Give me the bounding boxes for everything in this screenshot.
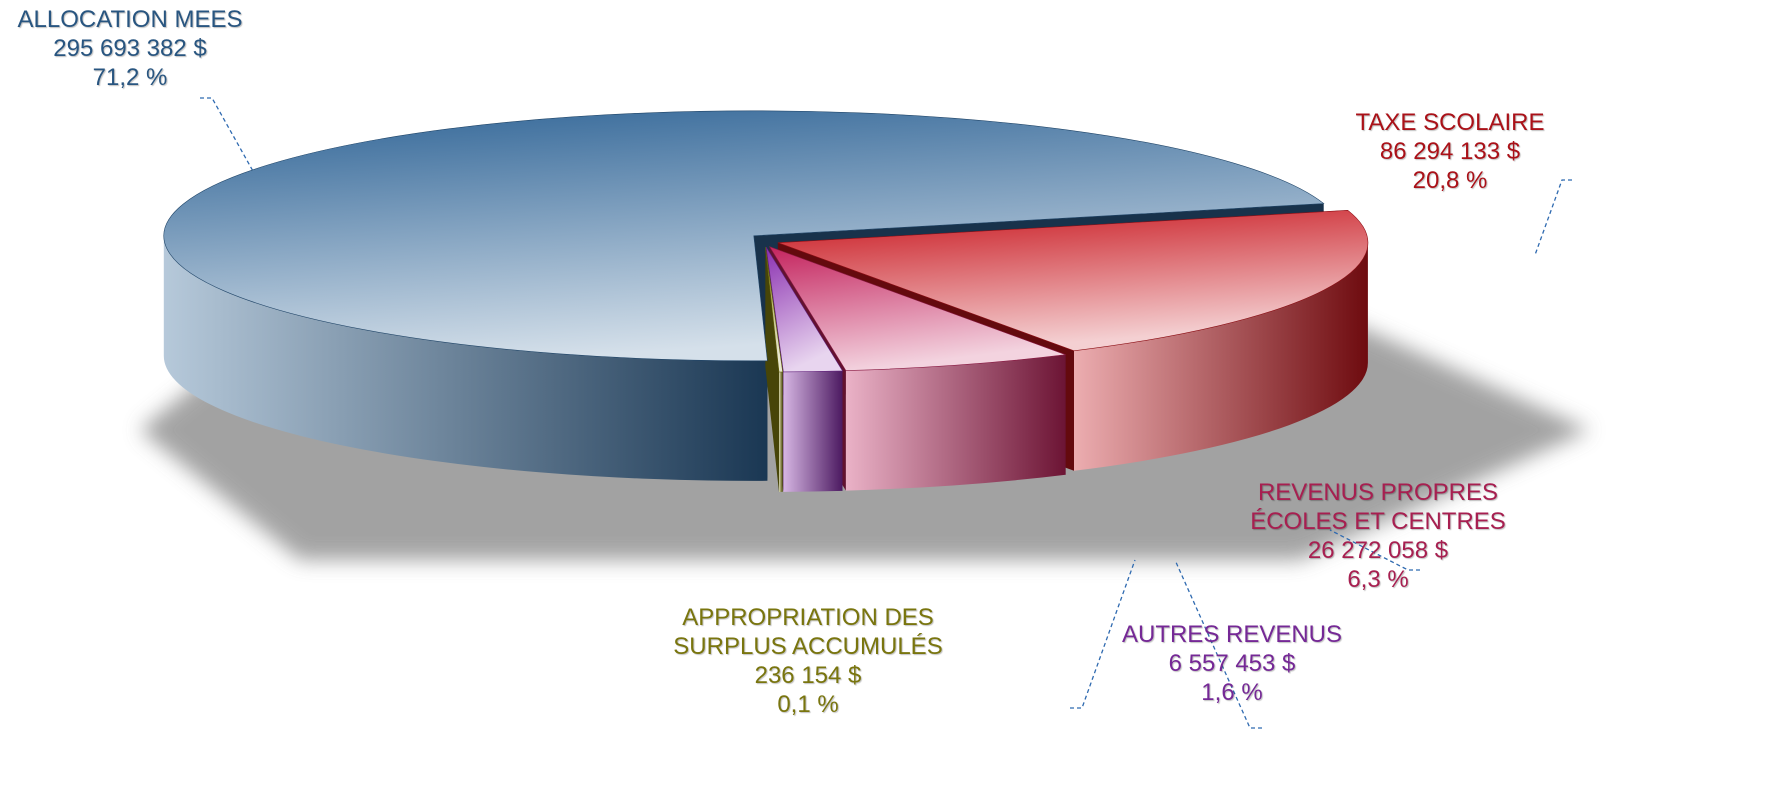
slice-side: [1074, 242, 1368, 471]
label-amount: 6 557 453 $: [1168, 650, 1296, 677]
slice-side: [163, 235, 768, 481]
label-percent: 1,6 %: [1201, 679, 1263, 706]
slice-label: REVENUS PROPRES ÉCOLES ET CENTRES 26 272 …: [1250, 478, 1506, 594]
leader-line: [1174, 559, 1262, 729]
slice-side: [779, 371, 783, 492]
slice-side: [845, 354, 1066, 491]
label-percent: 20,8 %: [1412, 167, 1488, 194]
leader-line: [1534, 179, 1572, 256]
slice-label: ALLOCATION MEES 295 693 382 $71,2 %: [18, 5, 243, 92]
label-percent: 71,2 %: [92, 64, 168, 91]
slice-cut-wall: [765, 247, 779, 492]
slice: [765, 246, 844, 373]
label-amount: 86 294 133 $: [1379, 138, 1521, 165]
slice: [765, 246, 784, 373]
label-name: ALLOCATION MEES: [17, 6, 243, 33]
slice-label: APPROPRIATION DES SURPLUS ACCUMULÉS 236 1…: [673, 603, 942, 719]
label-percent: 6,3 %: [1347, 566, 1409, 593]
label-percent: 0,1 %: [777, 691, 839, 718]
label-amount: 26 272 058 $: [1307, 537, 1449, 564]
slice: [768, 246, 1066, 371]
label-name: APPROPRIATION DES SURPLUS ACCUMULÉS: [673, 604, 943, 660]
label-name: AUTRES REVENUS: [1121, 621, 1343, 648]
slice: [777, 209, 1369, 352]
leader-line: [1329, 529, 1420, 571]
slice-tops: [163, 110, 1369, 373]
label-name: TAXE SCOLAIRE: [1355, 109, 1545, 136]
leader-line: [1070, 559, 1136, 709]
slice-label: AUTRES REVENUS 6 557 453 $1,6 %: [1122, 620, 1342, 707]
slice-side: [783, 370, 843, 492]
slice: [163, 110, 1325, 362]
slice-label: TAXE SCOLAIRE 86 294 133 $20,8 %: [1356, 108, 1545, 195]
leader-line: [200, 97, 273, 206]
leader-lines: [200, 97, 1572, 729]
label-amount: 295 693 382 $: [53, 35, 207, 62]
label-amount: 236 154 $: [754, 662, 862, 689]
label-name: REVENUS PROPRES ÉCOLES ET CENTRES: [1250, 479, 1506, 535]
